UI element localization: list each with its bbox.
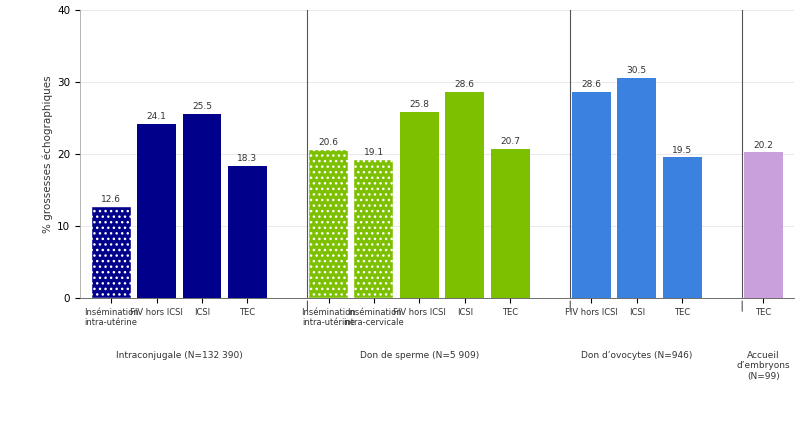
Bar bbox=[490, 149, 530, 298]
Text: 12.6: 12.6 bbox=[101, 196, 121, 204]
Text: 25.8: 25.8 bbox=[410, 100, 430, 109]
Text: 28.6: 28.6 bbox=[582, 80, 602, 89]
Text: 20.7: 20.7 bbox=[500, 137, 520, 146]
Text: 20.2: 20.2 bbox=[754, 141, 774, 150]
Bar bbox=[572, 92, 611, 298]
Bar bbox=[662, 158, 702, 298]
Y-axis label: % grossesses échographiques: % grossesses échographiques bbox=[42, 75, 53, 233]
Bar bbox=[618, 78, 656, 298]
Text: Don de sperme (N=5 909): Don de sperme (N=5 909) bbox=[360, 351, 479, 360]
Bar bbox=[446, 92, 484, 298]
Bar bbox=[182, 114, 222, 298]
Bar bbox=[92, 207, 130, 298]
Bar bbox=[744, 153, 782, 298]
Text: 30.5: 30.5 bbox=[626, 66, 647, 75]
Text: 19.5: 19.5 bbox=[672, 146, 692, 155]
Text: Don d’ovocytes (N=946): Don d’ovocytes (N=946) bbox=[581, 351, 693, 360]
Bar bbox=[354, 160, 394, 298]
Text: 20.6: 20.6 bbox=[318, 138, 338, 147]
Bar bbox=[309, 150, 348, 298]
Text: Intraconjugale (N=132 390): Intraconjugale (N=132 390) bbox=[116, 351, 242, 360]
Text: Accueil
d’embryons
(N=99): Accueil d’embryons (N=99) bbox=[737, 351, 790, 381]
Bar bbox=[400, 112, 439, 298]
Text: 19.1: 19.1 bbox=[364, 149, 384, 158]
Text: 18.3: 18.3 bbox=[238, 154, 258, 163]
Bar bbox=[137, 124, 176, 298]
Text: 28.6: 28.6 bbox=[455, 80, 475, 89]
Text: 24.1: 24.1 bbox=[146, 112, 166, 121]
Bar bbox=[228, 166, 267, 298]
Text: 25.5: 25.5 bbox=[192, 102, 212, 111]
